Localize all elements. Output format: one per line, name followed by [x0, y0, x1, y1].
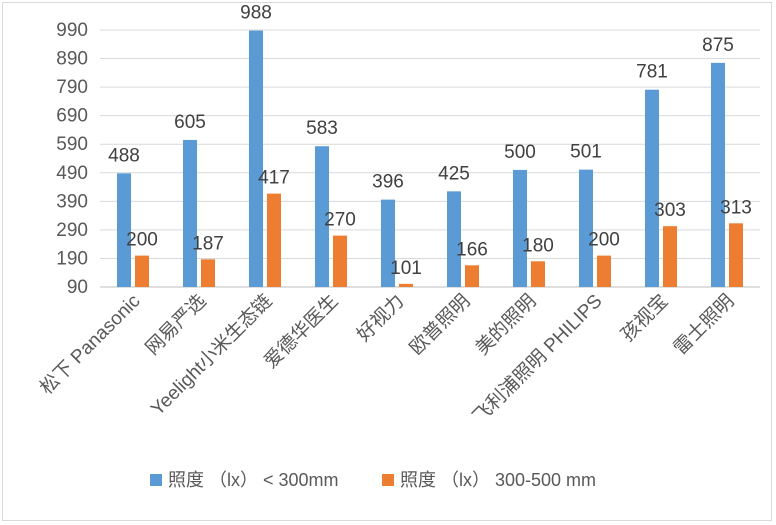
data-label: 583 — [306, 118, 338, 139]
data-label: 270 — [324, 210, 356, 231]
category-label: 好视力 — [353, 290, 409, 346]
legend-swatch — [150, 474, 162, 486]
y-axis-ticks: 90 190 290 390 490 590 690 790 890 990 — [56, 20, 88, 298]
data-label: 166 — [456, 239, 488, 260]
bar — [135, 255, 149, 287]
bar — [315, 146, 329, 287]
data-label: 396 — [372, 172, 404, 193]
legend: 照度 （lx） < 300mm 照度 （lx） 300-500 mm — [150, 470, 596, 490]
data-label: 605 — [174, 112, 206, 133]
data-label: 988 — [240, 3, 272, 24]
y-tick-label: 890 — [56, 49, 88, 70]
legend-swatch — [382, 474, 394, 486]
y-tick-label: 190 — [56, 248, 88, 269]
data-label: 417 — [258, 168, 290, 189]
bar — [447, 191, 461, 287]
data-label: 500 — [504, 142, 536, 163]
y-tick-label: 590 — [56, 134, 88, 155]
category-label: 孩视宝 — [617, 290, 673, 346]
data-label: 187 — [192, 233, 224, 254]
bar — [531, 261, 545, 287]
data-label: 875 — [702, 35, 734, 56]
category-label: 欧普照明 — [405, 290, 474, 359]
bar — [711, 62, 725, 287]
bar — [513, 169, 527, 287]
y-tick-label: 290 — [56, 220, 88, 241]
data-label: 781 — [636, 62, 668, 83]
data-label: 180 — [522, 235, 554, 256]
y-tick-label: 790 — [56, 77, 88, 98]
bar — [381, 199, 395, 287]
data-label: 501 — [570, 142, 602, 163]
legend-entry: 照度 （lx） 300-500 mm — [400, 470, 596, 490]
data-label: 313 — [720, 197, 752, 218]
bar — [597, 255, 611, 287]
bar — [645, 89, 659, 287]
y-tick-label: 490 — [56, 163, 88, 184]
legend-entry: 照度 （lx） < 300mm — [168, 470, 339, 490]
data-label: 200 — [588, 230, 620, 251]
bar — [399, 283, 413, 287]
bar — [663, 226, 677, 287]
bar — [249, 30, 263, 288]
bar — [117, 173, 131, 287]
bar — [267, 193, 281, 287]
data-label: 303 — [654, 200, 686, 221]
bars — [117, 30, 743, 288]
data-label: 425 — [438, 163, 470, 184]
category-label: 飞利浦照明 PHILIPS — [469, 290, 607, 428]
y-tick-label: 90 — [67, 277, 88, 298]
bar — [201, 259, 215, 287]
category-label: Yeelight小米生态链 — [146, 290, 276, 420]
category-label: 雷士照明 — [669, 290, 738, 359]
bar — [333, 235, 347, 287]
bar — [729, 223, 743, 287]
category-label: 松下 Panasonic — [36, 290, 145, 399]
bar — [465, 265, 479, 287]
bar — [579, 169, 593, 287]
data-label: 200 — [126, 230, 158, 251]
data-label: 488 — [108, 145, 140, 166]
data-label: 101 — [390, 258, 422, 279]
data-labels: 488 605 988 583 396 425 500 501 781 875 200 187 417 2… — [108, 3, 752, 279]
y-tick-label: 990 — [56, 20, 88, 41]
category-label: 美的照明 — [471, 290, 540, 359]
y-tick-label: 390 — [56, 191, 88, 212]
category-label: 网易严选 — [141, 290, 210, 359]
y-tick-label: 690 — [56, 106, 88, 127]
bar — [183, 139, 197, 287]
